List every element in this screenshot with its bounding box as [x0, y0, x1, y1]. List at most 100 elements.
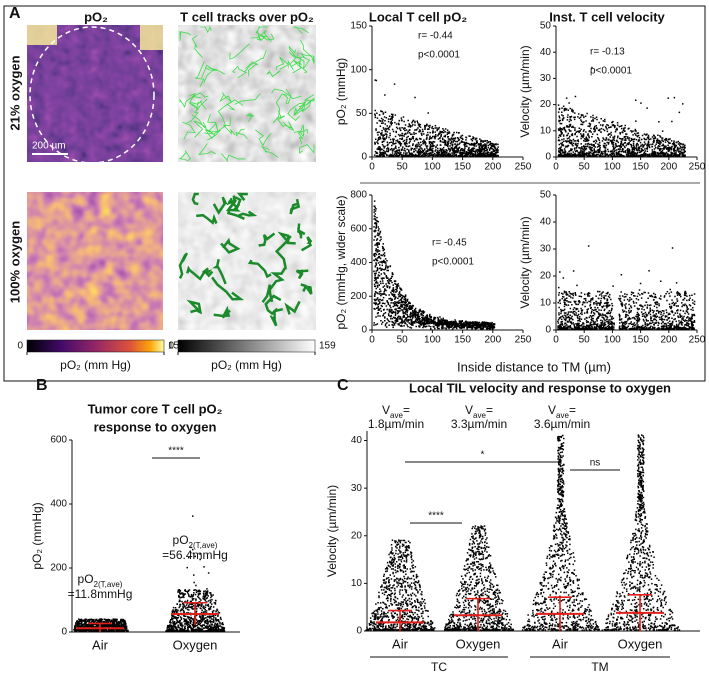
x-tick-label: 200	[660, 335, 677, 346]
mean-annotation-main: pO	[78, 572, 94, 586]
stat-annotation: p<0.0001	[432, 257, 474, 268]
x-tick-label: 50	[579, 162, 591, 173]
track	[178, 252, 189, 279]
chart-title: response to oxygen	[94, 419, 217, 434]
track	[271, 88, 302, 100]
track	[298, 99, 312, 113]
x-tick-label: 0	[369, 335, 375, 346]
point-cloud-texture	[73, 618, 129, 632]
track	[213, 305, 231, 319]
track	[291, 59, 302, 74]
x-tick-label: 250	[689, 162, 706, 173]
track	[261, 145, 279, 158]
track	[245, 113, 254, 122]
track	[186, 98, 208, 124]
x-tick-label: 150	[632, 335, 649, 346]
track	[216, 101, 233, 133]
y-tick-label: 200	[50, 563, 67, 574]
y-tick-label: 50	[540, 190, 552, 201]
x-tick-label: 100	[424, 162, 441, 173]
track	[300, 39, 315, 64]
v-ave-label: Vave=	[548, 403, 576, 419]
point-cloud-texture	[373, 200, 496, 330]
stat-annotation: r= -0.44	[418, 31, 453, 42]
track	[221, 153, 246, 162]
x-tick-label: 250	[515, 162, 532, 173]
y-tick-label: 200	[350, 291, 367, 302]
panel-label: C	[337, 377, 349, 394]
x-tick-label: Air	[392, 636, 409, 651]
y-tick-label: 10	[540, 125, 552, 136]
row-label: 21% oxygen	[7, 55, 22, 130]
y-tick-label: 30	[540, 73, 552, 84]
mean-annotation: pO2(T,ave)	[173, 533, 218, 549]
v-ave-suffix: =	[486, 403, 493, 417]
x-tick-label: 100	[604, 335, 621, 346]
column-header: Local T cell pO₂	[369, 9, 467, 24]
mean-annotation-main: pO	[173, 533, 189, 547]
group-label: TM	[591, 660, 608, 674]
x-tick-label: Oxygen	[618, 636, 663, 651]
track	[256, 30, 272, 43]
track	[293, 99, 307, 114]
track	[219, 92, 232, 103]
panel-label: B	[36, 377, 48, 394]
y-tick-label: 0	[361, 325, 367, 336]
y-tick-label: 0	[545, 325, 551, 336]
tumor-outline	[29, 26, 155, 164]
track	[231, 65, 247, 79]
track	[295, 269, 309, 280]
y-axis-label: pO₂ (mmHg, wider scale)	[334, 195, 348, 329]
track	[245, 61, 259, 77]
track	[189, 92, 209, 98]
track	[244, 50, 267, 73]
x-tick-label: 250	[689, 335, 706, 346]
stat-annotation: p<0.0001	[418, 50, 460, 61]
track	[251, 33, 275, 41]
v-ave-label: Vave=	[465, 403, 493, 419]
track	[275, 56, 290, 70]
track	[300, 236, 313, 252]
track	[289, 51, 308, 73]
track	[194, 61, 205, 88]
x-tick-label: 200	[484, 162, 501, 173]
track	[287, 102, 306, 121]
track	[179, 31, 192, 41]
x-tick-label: 150	[454, 335, 471, 346]
x-tick-label: Air	[552, 636, 569, 651]
track	[297, 52, 315, 64]
track	[186, 265, 207, 281]
v-ave-label-sub: ave	[556, 411, 569, 420]
x-tick-label: 50	[397, 162, 409, 173]
column-header: T cell tracks over pO₂	[180, 9, 314, 24]
point-cloud-texture	[165, 515, 226, 632]
track	[191, 114, 217, 133]
track	[220, 237, 241, 254]
scale-bar-label: 200 µm	[32, 141, 66, 152]
track	[293, 124, 305, 138]
track	[235, 128, 248, 140]
v-ave-label-sub: ave	[390, 411, 403, 420]
y-axis-label: Velocity (µm/min)	[518, 216, 532, 308]
track	[212, 196, 228, 215]
track	[303, 94, 315, 105]
y-tick-label: 50	[356, 108, 368, 119]
track	[282, 88, 292, 104]
y-tick-label: 150	[350, 21, 367, 32]
y-tick-label: 0	[545, 152, 551, 163]
x-tick-label: 150	[454, 162, 471, 173]
track	[211, 276, 245, 301]
mean-annotation-value: =56.4mmHg	[162, 548, 228, 562]
v-ave-value: 3.6µm/min	[534, 417, 590, 431]
track	[296, 223, 306, 239]
track	[182, 121, 196, 140]
image-corner	[27, 25, 57, 45]
x-tick-label: Oxygen	[173, 637, 218, 652]
colorbar-min: 0	[168, 341, 174, 352]
y-tick-label: 100	[350, 64, 367, 75]
track	[196, 213, 218, 225]
y-tick-label: 40	[540, 47, 552, 58]
v-ave-label-main: V	[382, 403, 390, 417]
x-tick-label: 150	[632, 162, 649, 173]
y-tick-label: 20	[540, 271, 552, 282]
